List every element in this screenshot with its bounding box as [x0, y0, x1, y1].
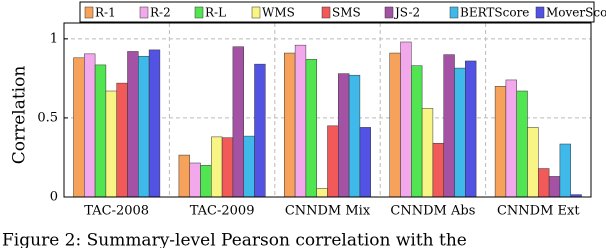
bar [127, 51, 139, 198]
bar [559, 143, 571, 198]
legend-swatch [84, 6, 94, 19]
bar [284, 52, 296, 198]
y-axis-label: Correlation [10, 66, 30, 165]
bar [84, 53, 96, 198]
bar [494, 86, 507, 198]
bar [421, 108, 434, 198]
legend-label: BERTScore [460, 6, 529, 20]
bar [94, 64, 107, 198]
legend-label: MoverScore [546, 6, 606, 20]
bar [138, 55, 150, 198]
bar [338, 73, 350, 198]
bar [389, 52, 401, 198]
bar [348, 74, 361, 198]
bar [505, 79, 517, 198]
bar [178, 154, 190, 198]
legend-label: R-1 [95, 6, 116, 20]
caption: Figure 2: Summary-level Pearson correlat… [2, 231, 467, 248]
legend-swatch [535, 6, 545, 19]
bar [305, 59, 317, 198]
bar [443, 54, 455, 198]
x-tick-label: TAC-2008 [84, 204, 149, 219]
bar [211, 136, 223, 198]
x-tick-label: TAC-2009 [190, 204, 255, 219]
legend-label: R-L [205, 6, 226, 20]
y-tick-label: 0 [50, 190, 58, 205]
legend-label: WMS [262, 6, 295, 20]
legend-swatch [384, 6, 394, 19]
legend-swatch [321, 6, 331, 19]
bar [73, 57, 85, 198]
legend-label: SMS [332, 6, 361, 20]
bar [548, 176, 561, 198]
bar [454, 67, 466, 198]
bar [316, 188, 328, 198]
bar [221, 137, 234, 198]
bar [359, 127, 371, 198]
bar [411, 65, 423, 198]
bar [400, 41, 412, 198]
legend-swatch [449, 6, 459, 19]
legend-box [79, 1, 595, 23]
y-tick-label: 1 [50, 31, 58, 46]
plot-frame [63, 22, 592, 198]
legend-swatch [194, 6, 204, 19]
x-tick-label: CNNDM Abs [390, 204, 475, 219]
bar [516, 90, 528, 198]
bar [254, 63, 266, 198]
legend-label: JS-2 [393, 6, 420, 20]
bar [105, 90, 117, 198]
bar [116, 82, 128, 198]
bar [243, 135, 255, 198]
bar [189, 162, 201, 198]
bar [232, 46, 244, 198]
x-tick-label: CNNDM Ext [497, 204, 580, 219]
legend-swatch [251, 6, 261, 19]
bar [465, 60, 477, 198]
bar [200, 165, 212, 198]
bar [432, 142, 444, 198]
legend-swatch [139, 6, 149, 19]
x-tick-label: CNNDM Mix [285, 204, 371, 219]
bar [538, 168, 550, 198]
legend-label: R-2 [150, 6, 171, 20]
bar [327, 125, 339, 198]
bar [294, 44, 307, 198]
bar [148, 49, 161, 198]
y-tick-label: 0.5 [37, 110, 58, 125]
bar [527, 127, 539, 198]
